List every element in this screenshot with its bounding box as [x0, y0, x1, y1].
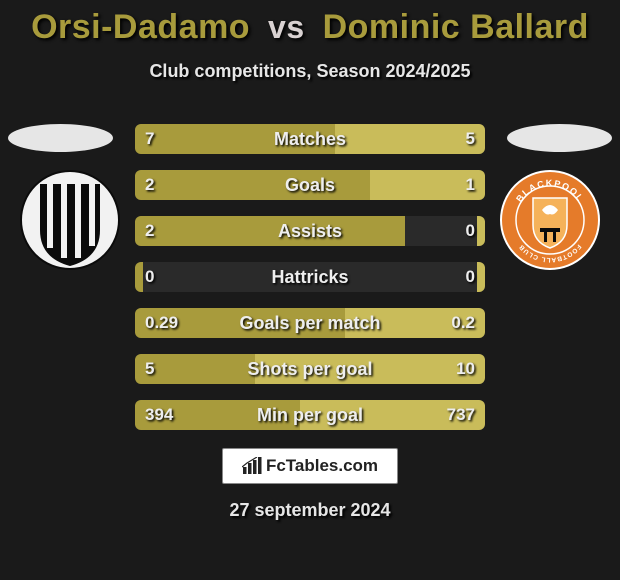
- comparison-chart: Matches75 Goals21 Assists20 Hattricks00 Goal…: [135, 124, 485, 446]
- player2-name: Dominic Ballard: [323, 8, 589, 46]
- bar-left-fill: [135, 308, 345, 338]
- bar-left-fill: [135, 400, 300, 430]
- vs-label: vs: [268, 9, 305, 45]
- metric-row: Goals per match0.290.2: [135, 308, 485, 338]
- bar-right-fill: [345, 308, 485, 338]
- bar-left-fill: [135, 216, 405, 246]
- bar-right-fill: [335, 124, 485, 154]
- club-badge-left: [20, 170, 120, 270]
- metric-row: Matches75: [135, 124, 485, 154]
- watermark-text: FcTables.com: [266, 456, 378, 476]
- club-badge-right: BLACKPOOL FOOTBALL CLUB: [500, 170, 600, 270]
- watermark: FcTables.com: [222, 448, 398, 484]
- date-label: 27 september 2024: [0, 500, 620, 521]
- metric-row: Hattricks00: [135, 262, 485, 292]
- metric-row: Shots per goal510: [135, 354, 485, 384]
- metric-row: Goals21: [135, 170, 485, 200]
- subtitle: Club competitions, Season 2024/2025: [0, 61, 620, 82]
- bar-left-fill: [135, 354, 255, 384]
- bar-right-fill: [370, 170, 485, 200]
- player1-photo-placeholder: [8, 124, 113, 152]
- player1-name: Orsi-Dadamo: [31, 8, 250, 46]
- bar-left-fill: [135, 170, 370, 200]
- player2-photo-placeholder: [507, 124, 612, 152]
- bar-right-fill: [255, 354, 485, 384]
- page-title: Orsi-Dadamo vs Dominic Ballard: [0, 0, 620, 47]
- metric-row: Min per goal394737: [135, 400, 485, 430]
- metric-row: Assists20: [135, 216, 485, 246]
- bar-chart-icon: [242, 457, 262, 475]
- bar-right-fill: [477, 262, 485, 292]
- bar-right-fill: [300, 400, 485, 430]
- bar-left-fill: [135, 124, 335, 154]
- bar-left-fill: [135, 262, 143, 292]
- metric-label: Hattricks: [135, 262, 485, 292]
- bar-right-fill: [477, 216, 485, 246]
